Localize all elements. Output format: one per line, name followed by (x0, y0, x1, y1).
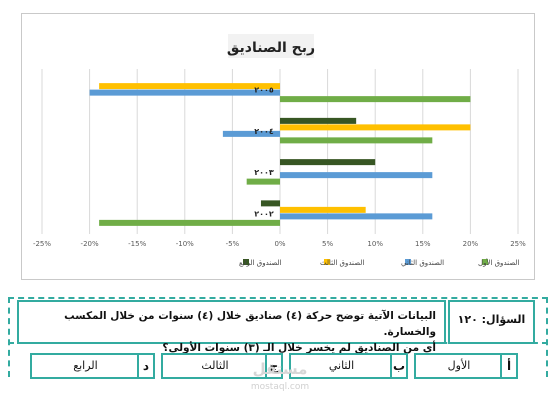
bar (246, 178, 280, 185)
legend-swatch (482, 259, 488, 265)
bar (280, 213, 433, 220)
bar (89, 89, 280, 96)
option-c-letter: ج (265, 355, 281, 377)
x-tick-label: 20% (463, 240, 479, 248)
question-line-2: أي من الصناديق لم يخسر خلال الـ (٣) سنوا… (162, 342, 436, 354)
option-c[interactable]: ج الثالث (161, 353, 283, 379)
question-box: البيانات الآتية توضح حركة (٤) صناديق خلا… (17, 300, 446, 354)
x-tick-label: -20% (81, 240, 99, 248)
legend-swatch (324, 259, 330, 265)
bar (280, 117, 357, 124)
bar (280, 159, 376, 166)
x-tick-label: 0% (274, 240, 285, 248)
option-d[interactable]: د الرابع (30, 353, 155, 379)
watermark-logo: مستقل (252, 360, 308, 378)
option-d-label: الرابع (73, 359, 98, 372)
bar (99, 219, 281, 226)
question-line-1: البيانات الآتية توضح حركة (٤) صناديق خلا… (64, 310, 436, 338)
dashed-divider-right (546, 297, 548, 377)
legend-label: الصندوق الثاني (401, 259, 444, 267)
option-a[interactable]: أ الأول (414, 353, 518, 379)
bar-chart: ربح الصناديق -25% -20% -15% -10% -5% 0% 5% 10% 15… (33, 34, 526, 267)
x-tick-label: -15% (128, 240, 146, 248)
option-b[interactable]: ب الثاني (289, 353, 408, 379)
x-tick-label: 15% (415, 240, 431, 248)
option-b-letter: ب (390, 355, 406, 377)
bar (280, 206, 366, 213)
x-tick-label: 5% (322, 240, 333, 248)
chart-panel: ربح الصناديق -25% -20% -15% -10% -5% 0% 5% 10% 15… (21, 13, 535, 280)
bar (280, 124, 471, 131)
category-label: ٢٠٠٥ (254, 86, 274, 95)
x-tick-label: -25% (33, 240, 51, 248)
category-label: ٢٠٠٤ (254, 127, 274, 136)
option-a-letter: أ (500, 355, 516, 377)
legend-swatch (243, 259, 249, 265)
option-c-label: الثالث (201, 359, 229, 372)
legend-label: الصندوق الرابع (239, 259, 282, 267)
bar (222, 130, 280, 137)
question-number-box: السؤال: ١٢٠ (448, 300, 535, 344)
option-d-letter: د (137, 355, 153, 377)
option-a-label: الأول (447, 359, 471, 372)
question-number: السؤال: ١٢٠ (457, 313, 526, 326)
x-tick-label: 10% (367, 240, 383, 248)
bar (280, 172, 433, 179)
x-tick-label: -10% (176, 240, 194, 248)
chart-title-box (228, 34, 314, 58)
category-label: ٢٠٠٣ (254, 168, 274, 177)
x-tick-label: -5% (226, 240, 240, 248)
chart-title: ربح الصناديق (227, 40, 315, 56)
dashed-divider-top (8, 297, 548, 299)
watermark-url: mostaql.com (250, 382, 310, 392)
bar (260, 200, 280, 207)
option-b-label: الثاني (328, 359, 355, 372)
bar (280, 137, 433, 144)
bar (280, 96, 471, 103)
question-text: البيانات الآتية توضح حركة (٤) صناديق خلا… (26, 308, 436, 356)
legend-label: الصندوق الثالث (320, 259, 364, 267)
bar (99, 83, 281, 90)
category-label: ٢٠٠٢ (254, 209, 274, 218)
legend-label: الصندوق الأول (478, 258, 519, 267)
dashed-divider-left (8, 297, 10, 377)
legend-swatch (405, 259, 411, 265)
x-tick-label: 25% (510, 240, 526, 248)
